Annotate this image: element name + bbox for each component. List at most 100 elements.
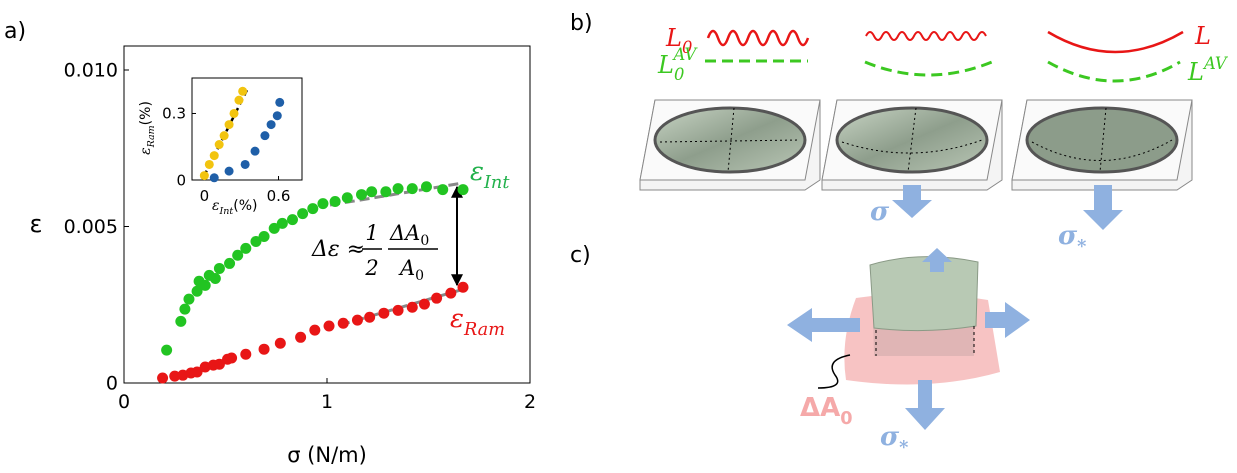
formula-lhs: Δε ≈ (311, 237, 365, 262)
data-point (213, 358, 225, 370)
arrow (922, 248, 952, 272)
label-main: ε (450, 304, 464, 334)
data-point (295, 331, 307, 343)
data-point (272, 111, 282, 121)
label-sub: Ram (463, 320, 505, 340)
label-sub: 0 (840, 409, 852, 429)
data-point (364, 311, 376, 323)
arrow (1083, 185, 1123, 230)
data-point (219, 131, 229, 141)
data-point (356, 189, 368, 201)
data-point (240, 159, 250, 169)
data-point (250, 146, 260, 156)
x-axis-label: σ (N/m) (287, 443, 367, 467)
curve (1047, 30, 1184, 54)
data-point (445, 287, 457, 299)
data-point (199, 279, 211, 291)
data-point (392, 304, 404, 316)
pointer (817, 354, 851, 389)
data-point (406, 183, 418, 195)
dashed-line (864, 60, 993, 77)
data-point (431, 292, 443, 304)
x-tick-label: 0.6 (267, 187, 291, 205)
formula-part: A0 (398, 256, 424, 284)
data-point (274, 337, 286, 349)
data-point (183, 293, 195, 305)
label-sub: Int (219, 206, 234, 217)
y-tick-label: 0.005 (64, 216, 118, 238)
panel-label: b) (570, 11, 593, 36)
data-point (268, 222, 280, 234)
formula-part: ΔA0 (389, 221, 429, 249)
data-point (276, 217, 288, 229)
dashed-line (1047, 60, 1181, 83)
data-point (323, 320, 335, 332)
label-main: L (1187, 58, 1204, 86)
label: ΔA0 (800, 393, 853, 429)
data-point (238, 86, 248, 96)
data-point (420, 181, 432, 193)
data-point (229, 108, 239, 118)
data-point (226, 352, 238, 364)
plate (821, 99, 1003, 191)
panel-label: a) (4, 19, 26, 44)
data-point (366, 186, 378, 198)
label: L (1194, 22, 1211, 50)
data-point (380, 186, 392, 198)
data-point (266, 120, 276, 130)
label: σ* (880, 422, 908, 458)
data-point (209, 151, 219, 161)
formula-part: 2 (364, 256, 378, 280)
data-point (199, 171, 209, 181)
label-main: σ (870, 197, 890, 227)
plate (1011, 99, 1193, 191)
data-point (191, 285, 203, 297)
arrow (892, 185, 932, 218)
data-point (214, 140, 224, 150)
data-point (337, 317, 349, 329)
label-main: ε (138, 147, 154, 155)
arrow (905, 380, 945, 430)
label-sub: 0 (682, 38, 692, 57)
data-point (297, 208, 309, 220)
annotation: εRam (450, 304, 505, 340)
data-point (418, 298, 430, 310)
label-sup: AV (672, 45, 699, 64)
data-point (213, 262, 225, 274)
x-tick-label: 1 (321, 391, 333, 413)
label-main: ΔA (389, 221, 420, 245)
data-point (275, 97, 285, 107)
y-tick-label: 0 (176, 171, 186, 189)
data-point (191, 366, 203, 378)
label-main: L (1194, 22, 1211, 50)
data-point (232, 249, 244, 261)
label-sup: AV (1202, 54, 1229, 73)
y-tick-label: 0 (106, 373, 118, 395)
data-point (260, 131, 270, 141)
label-sub: 0 (674, 65, 684, 84)
label-sub: 0 (415, 268, 424, 284)
x-axis-label: εInt(%) (212, 198, 257, 217)
label-sub: Ram (146, 125, 157, 148)
data-point (457, 184, 469, 196)
label-rest: (%) (233, 198, 257, 214)
label-main: σ (880, 422, 900, 452)
data-point (258, 231, 270, 243)
label-rest: (%) (138, 101, 154, 125)
data-point (224, 166, 234, 176)
x-tick-label: 2 (524, 391, 536, 413)
data-point (286, 214, 298, 226)
data-point (175, 315, 187, 327)
label-main: L (665, 24, 682, 52)
label: L0AV (657, 45, 698, 84)
data-point (224, 257, 236, 269)
label: σ (870, 197, 890, 227)
label-main: ε (212, 198, 220, 214)
annotation: εInt (470, 157, 510, 193)
wavy-line (706, 29, 810, 47)
label-main: L (657, 51, 674, 79)
data-point (224, 120, 234, 130)
label-main: ΔA (800, 393, 840, 423)
x-tick-label: 0 (200, 187, 210, 205)
